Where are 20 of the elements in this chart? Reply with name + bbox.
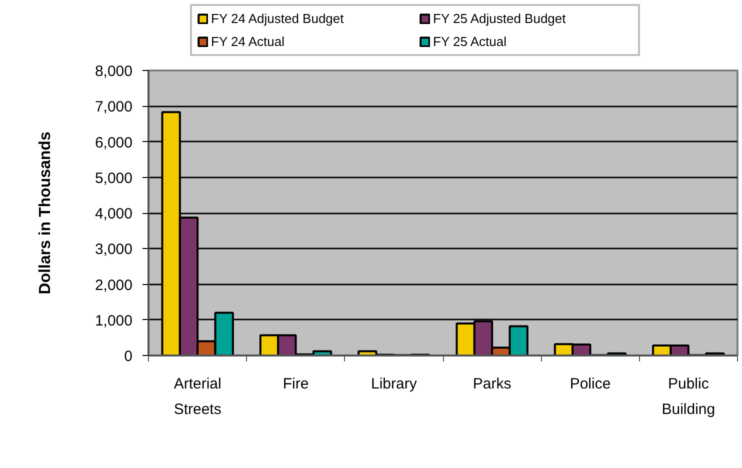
x-tick-label: Parks [472,376,512,392]
legend-label: FY 25 Adjusted Budget [433,11,567,26]
x-tick-label: Police [570,376,611,392]
x-tick-label: Public Building [662,376,716,418]
y-tick-label: 4,000 [94,206,133,222]
legend-label: FY 24 Adjusted Budget [211,11,345,26]
x-tick-label: Library [370,376,418,392]
y-tick-label: 8,000 [94,63,133,80]
y-tick-label: 1,000 [94,312,133,330]
y-tick-label: 6,000 [94,134,133,152]
y-tick-label: 7,000 [94,98,133,116]
y-tick-label: 5,000 [94,170,133,187]
y-tick-label: 3,000 [94,241,133,258]
x-tick-label: Fire [282,376,309,392]
y-tick-label: 2,000 [94,276,133,294]
legend-label: FY 25 Actual [433,34,508,49]
legend-label: FY 24 Actual [211,34,286,49]
y-axis-title: Dollars in Thousands [36,132,54,294]
y-tick-label: 0 [124,348,132,365]
x-tick-label: Arterial Streets [174,376,222,418]
